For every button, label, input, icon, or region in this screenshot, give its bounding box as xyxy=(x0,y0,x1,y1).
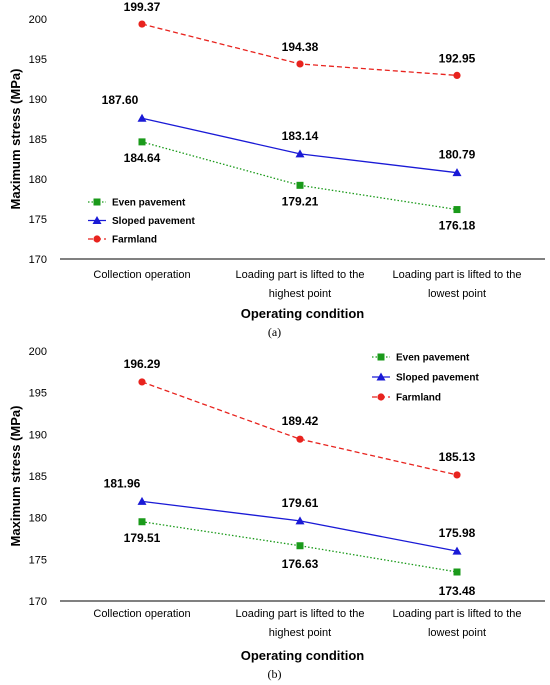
y-tick-label: 185 xyxy=(29,471,47,483)
series-farmland: 199.37 194.38 192.95 xyxy=(124,0,476,79)
data-point xyxy=(453,471,461,479)
series-line xyxy=(141,141,458,211)
data-point xyxy=(295,516,305,525)
data-point xyxy=(296,60,304,68)
legend-marker xyxy=(376,372,386,381)
data-label: 181.96 xyxy=(104,476,141,490)
y-tick-label: 185 xyxy=(29,134,47,146)
data-point xyxy=(137,113,147,122)
x-category-label: lowest point xyxy=(428,288,486,300)
legend-marker xyxy=(92,216,102,224)
data-point xyxy=(137,496,147,505)
y-tick-label: 170 xyxy=(29,596,47,608)
y-axis-title: Maximum stress (MPa) xyxy=(8,406,23,547)
y-tick-label: 170 xyxy=(29,254,47,266)
legend-label: Sloped pavement xyxy=(112,216,195,227)
chart-a: 170 175 180 185 190 195 200 Collection operatio… xyxy=(8,0,545,339)
x-category-label: Loading part is lifted to the xyxy=(235,608,364,620)
chart-b: 170 175 180 185 190 195 200 Collection operatio… xyxy=(8,346,545,681)
series-line xyxy=(141,521,458,573)
legend-label: Farmland xyxy=(112,235,157,246)
series-sloped-pavement: 187.60 183.14 180.79 xyxy=(102,93,476,177)
series-sloped-pavement: 181.96 179.61 175.98 xyxy=(104,476,476,555)
series-farmland: 196.29 189.42 185.13 xyxy=(124,357,476,479)
data-label: 185.13 xyxy=(439,450,476,464)
data-point xyxy=(138,378,146,386)
x-axis-title: Operating condition xyxy=(241,648,365,663)
data-label: 194.38 xyxy=(282,40,319,54)
series-even-pavement: 184.64 179.21 176.18 xyxy=(124,138,476,233)
legend-label: Sloped pavement xyxy=(396,373,479,384)
x-category-label: Loading part is lifted to the xyxy=(392,269,521,281)
y-tick-label: 195 xyxy=(29,388,47,400)
data-label: 175.98 xyxy=(439,526,476,540)
data-point xyxy=(138,138,146,146)
legend-marker xyxy=(93,198,101,206)
data-label: 179.21 xyxy=(282,194,319,208)
data-label: 196.29 xyxy=(124,357,161,371)
x-category-label: highest point xyxy=(269,627,331,639)
data-label: 176.18 xyxy=(439,219,476,233)
legend: Even pavement Sloped pavement Farmland xyxy=(88,198,195,246)
data-label: 179.61 xyxy=(282,496,319,510)
y-tick-label: 175 xyxy=(29,554,47,566)
data-label: 173.48 xyxy=(439,584,476,598)
data-label: 184.64 xyxy=(124,151,161,165)
legend-label: Even pavement xyxy=(396,353,470,364)
y-tick-label: 195 xyxy=(29,54,47,66)
data-label: 189.42 xyxy=(282,414,319,428)
figure-caption: (a) xyxy=(268,325,281,339)
series-even-pavement: 179.51 176.63 173.48 xyxy=(124,518,476,598)
data-point xyxy=(453,71,461,79)
legend-marker xyxy=(93,235,101,243)
legend-label: Even pavement xyxy=(112,198,186,209)
data-point xyxy=(138,20,146,28)
y-tick-label: 200 xyxy=(29,14,47,26)
data-label: 187.60 xyxy=(102,93,139,107)
data-label: 179.51 xyxy=(124,531,161,545)
data-label: 180.79 xyxy=(439,148,476,162)
x-category-label: Collection operation xyxy=(93,269,190,281)
x-category-label: Loading part is lifted to the xyxy=(392,608,521,620)
y-axis-title: Maximum stress (MPa) xyxy=(8,69,23,210)
y-tick-label: 180 xyxy=(29,174,47,186)
figure-caption: (b) xyxy=(268,667,282,681)
series-line xyxy=(141,117,458,174)
data-point xyxy=(453,568,461,576)
y-tick-label: 190 xyxy=(29,94,47,106)
data-point xyxy=(296,435,304,443)
data-point xyxy=(452,168,462,177)
legend: Even pavement Sloped pavement Farmland xyxy=(372,353,479,404)
x-category-label: Collection operation xyxy=(93,608,190,620)
y-tick-label: 190 xyxy=(29,429,47,441)
data-point xyxy=(295,149,305,158)
data-label: 199.37 xyxy=(124,0,161,14)
data-label: 192.95 xyxy=(439,51,476,65)
data-point xyxy=(296,181,304,189)
data-label: 183.14 xyxy=(282,129,319,143)
x-category-label: Loading part is lifted to the xyxy=(235,269,364,281)
data-point xyxy=(453,206,461,214)
x-category-label: highest point xyxy=(269,288,331,300)
legend-marker xyxy=(377,353,385,361)
y-tick-label: 180 xyxy=(29,513,47,525)
data-label: 176.63 xyxy=(282,557,319,571)
y-tick-label: 175 xyxy=(29,214,47,226)
y-tick-label: 200 xyxy=(29,346,47,358)
legend-label: Farmland xyxy=(396,393,441,404)
data-point xyxy=(296,542,304,550)
data-point xyxy=(452,546,462,555)
x-category-label: lowest point xyxy=(428,627,486,639)
x-axis-title: Operating condition xyxy=(241,306,365,321)
data-point xyxy=(138,518,146,526)
legend-marker xyxy=(377,393,385,401)
